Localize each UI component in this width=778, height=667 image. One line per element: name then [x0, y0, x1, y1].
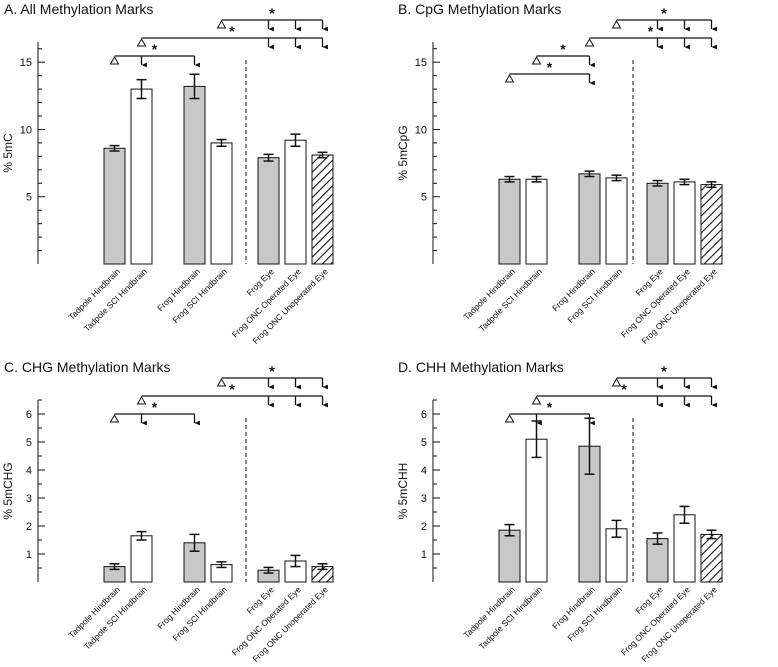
bar-3 — [605, 177, 628, 265]
bar-1 — [130, 535, 153, 583]
reference-triangle — [216, 19, 227, 29]
significance-star: * — [648, 23, 654, 39]
reference-triangle — [136, 395, 147, 405]
bar-1 — [525, 178, 548, 265]
bar-2 — [578, 173, 601, 265]
y-tick-label: 3 — [26, 493, 32, 505]
y-tick-label: 6 — [26, 409, 32, 421]
y-tick-label: 5 — [421, 437, 427, 449]
panel-title: A. All Methylation Marks — [4, 1, 153, 17]
bar-5 — [673, 514, 696, 583]
bar-6 — [700, 184, 723, 265]
panel-cpg-methylation: B. CpG Methylation Marks % 5mCpG 51015Ta… — [396, 1, 723, 346]
significance-star: * — [547, 59, 553, 75]
y-tick-label: 1 — [26, 549, 32, 561]
y-tick-label: 6 — [421, 409, 427, 421]
bar-4 — [646, 538, 669, 583]
y-tick-label: 15 — [20, 57, 32, 69]
y-tick-label: 2 — [26, 521, 32, 533]
bar-1 — [525, 438, 548, 583]
bar-4 — [646, 182, 669, 265]
reference-triangle — [109, 55, 120, 65]
panel-chh-methylation: D. CHH Methylation Marks % 5mCHH 123456T… — [396, 359, 723, 664]
reference-triangle — [584, 37, 595, 47]
reference-triangle — [504, 73, 515, 83]
y-tick-label: 15 — [415, 57, 427, 69]
y-tick-label: 1 — [421, 549, 427, 561]
y-axis-label: % 5mC — [1, 133, 15, 173]
significance-star: * — [560, 41, 566, 57]
reference-triangle — [216, 377, 227, 387]
significance-star: * — [152, 399, 158, 415]
bar-3 — [210, 142, 233, 265]
bar-0 — [103, 147, 126, 265]
bar-6 — [311, 154, 334, 265]
bar-0 — [498, 178, 521, 265]
y-tick-label: 5 — [421, 192, 427, 204]
panel-title: C. CHG Methylation Marks — [4, 359, 170, 375]
y-axis-label: % 5mCpG — [396, 125, 410, 180]
significance-star: * — [661, 363, 667, 379]
bar-1 — [130, 88, 153, 265]
reference-triangle — [611, 19, 622, 29]
y-tick-label: 4 — [421, 465, 427, 477]
significance-star: * — [229, 381, 235, 397]
y-tick-label: 5 — [26, 192, 32, 204]
bar-5 — [673, 181, 696, 265]
y-axis-label: % 5mCHG — [1, 462, 15, 519]
reference-triangle — [504, 413, 515, 423]
bar-0 — [498, 529, 521, 583]
y-tick-label: 5 — [26, 437, 32, 449]
panel-title: D. CHH Methylation Marks — [398, 359, 564, 375]
y-tick-label: 4 — [26, 465, 32, 477]
panel-chg-methylation: C. CHG Methylation Marks % 5mCHG 123456T… — [1, 359, 334, 664]
significance-star: * — [661, 5, 667, 21]
y-axis-label: % 5mCHH — [396, 463, 410, 520]
reference-triangle — [531, 55, 542, 65]
reference-triangle — [136, 37, 147, 47]
panel-title: B. CpG Methylation Marks — [398, 1, 561, 17]
reference-triangle — [109, 413, 120, 423]
bar-5 — [284, 139, 307, 265]
bar-2 — [183, 85, 206, 265]
bar-4 — [257, 157, 280, 265]
y-tick-label: 2 — [421, 521, 427, 533]
significance-star: * — [269, 363, 275, 379]
bar-6 — [700, 533, 723, 583]
panel-all-methylation: A. All Methylation Marks % 5mC 51015Tadp… — [1, 1, 334, 346]
reference-triangle — [531, 395, 542, 405]
significance-star: * — [269, 5, 275, 21]
reference-triangle — [611, 377, 622, 387]
y-tick-label: 10 — [20, 124, 32, 136]
y-tick-label: 10 — [415, 124, 427, 136]
significance-star: * — [621, 381, 627, 397]
significance-star: * — [152, 41, 158, 57]
significance-star: * — [229, 23, 235, 39]
significance-star: * — [547, 399, 553, 415]
y-tick-label: 3 — [421, 493, 427, 505]
